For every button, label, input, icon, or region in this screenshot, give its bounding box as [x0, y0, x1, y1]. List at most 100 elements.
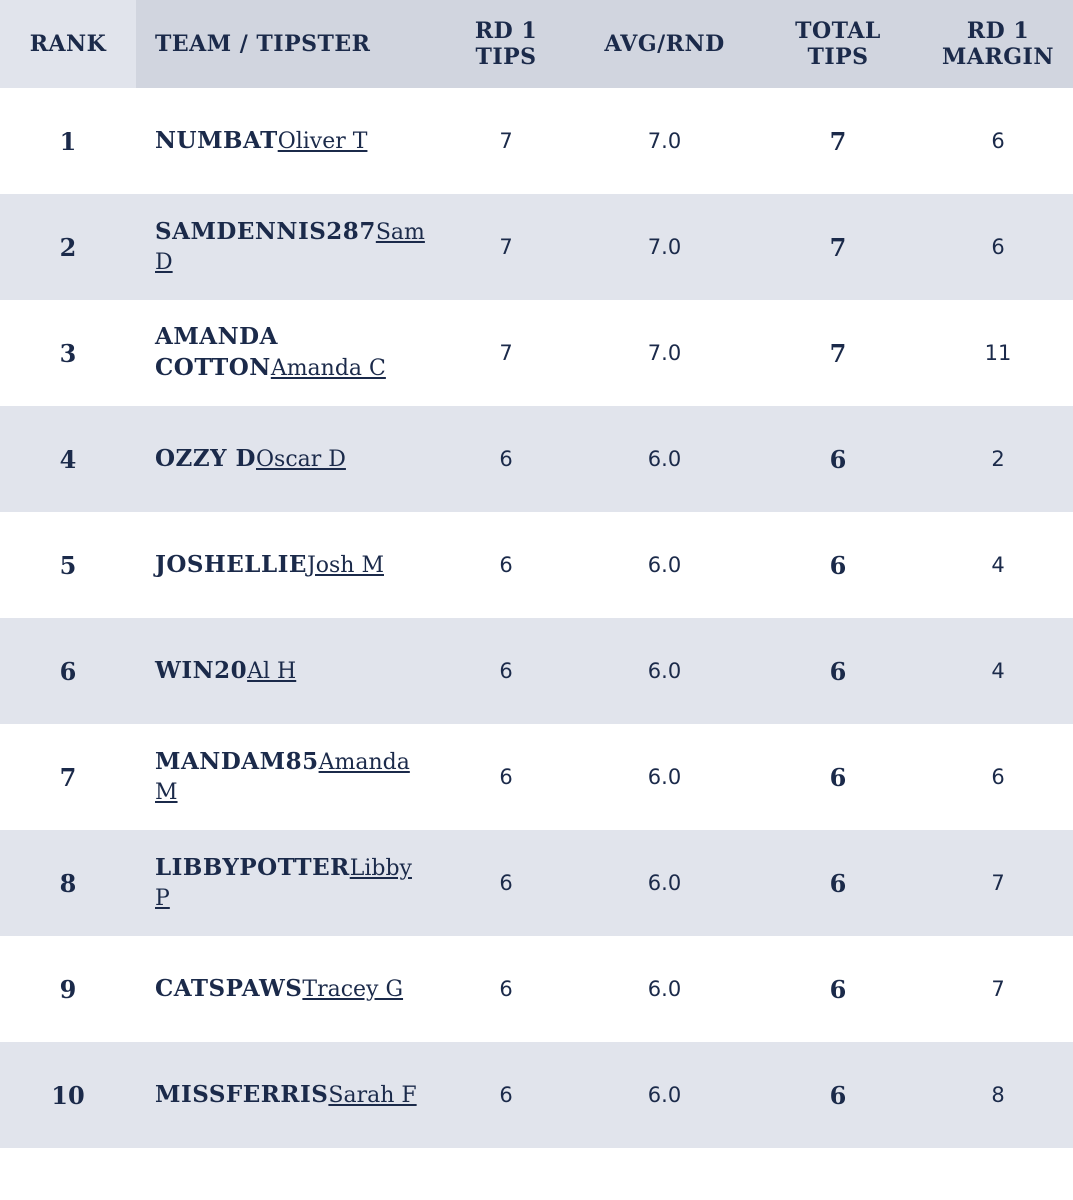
table-row: 4 OZZY DOscar D 6 6.0 6 2: [0, 406, 1073, 512]
tipster-link[interactable]: Oliver T: [277, 128, 368, 154]
team-cell: MANDAM85Amanda M: [136, 724, 436, 830]
total-tips-header-line2: TIPS: [807, 44, 869, 70]
rd1-margin-cell: 7: [923, 936, 1073, 1042]
table-row: 7 MANDAM85Amanda M 6 6.0 6 6: [0, 724, 1073, 830]
rd1-margin-cell: 4: [923, 512, 1073, 618]
rd1-margin-header-line1: RD 1: [966, 18, 1030, 44]
rd1-tips-header-line2: TIPS: [475, 44, 537, 70]
rd1-tips-cell: 6: [436, 618, 576, 724]
total-tips-cell: 6: [753, 1042, 923, 1148]
rank-cell: 10: [0, 1042, 136, 1148]
avg-cell: 6.0: [576, 936, 753, 1042]
avg-cell: 7.0: [576, 88, 753, 194]
total-tips-header-line1: TOTAL: [795, 18, 881, 44]
team-name: CATSPAWS: [155, 974, 303, 1002]
rd1-margin-cell: 6: [923, 724, 1073, 830]
rd1-margin-cell: 8: [923, 1042, 1073, 1148]
total-tips-cell: 7: [753, 300, 923, 406]
table-row: 5 JOSHELLIEJosh M 6 6.0 6 4: [0, 512, 1073, 618]
rank-cell: 4: [0, 406, 136, 512]
avg-header: AVG/RND: [576, 0, 753, 88]
team-cell: AMANDA COTTONAmanda C: [136, 300, 436, 406]
team-name: JOSHELLIE: [155, 550, 307, 578]
rd1-margin-cell: 6: [923, 194, 1073, 300]
rank-cell: 6: [0, 618, 136, 724]
table-row: 1 NUMBATOliver T 7 7.0 7 6: [0, 88, 1073, 194]
table-row: 2 SAMDENNIS287Sam D 7 7.0 7 6: [0, 194, 1073, 300]
rd1-tips-cell: 7: [436, 88, 576, 194]
rd1-tips-cell: 6: [436, 1042, 576, 1148]
team-cell: LIBBYPOTTERLibby P: [136, 830, 436, 936]
total-tips-cell: 6: [753, 618, 923, 724]
tipster-link[interactable]: Amanda C: [270, 356, 386, 381]
rd1-margin-cell: 6: [923, 88, 1073, 194]
rd1-margin-header-line2: MARGIN: [942, 44, 1054, 70]
team-name: MISSFERRIS: [155, 1080, 329, 1108]
team-name: NUMBAT: [155, 126, 278, 154]
rd1-tips-cell: 6: [436, 830, 576, 936]
rank-cell: 7: [0, 724, 136, 830]
rd1-margin-cell: 4: [923, 618, 1073, 724]
tipster-link[interactable]: Al H: [247, 658, 297, 684]
rank-cell: 8: [0, 830, 136, 936]
team-cell: JOSHELLIEJosh M: [136, 512, 436, 618]
leaderboard-table: RANK TEAM / TIPSTER RD 1 TIPS AVG/RND TO…: [0, 0, 1073, 1148]
table-row: 6 WIN20Al H 6 6.0 6 4: [0, 618, 1073, 724]
table-header: RANK TEAM / TIPSTER RD 1 TIPS AVG/RND TO…: [0, 0, 1073, 88]
team-tipster-header: TEAM / TIPSTER: [136, 0, 436, 88]
rd1-margin-cell: 7: [923, 830, 1073, 936]
tipster-link[interactable]: Sam D: [155, 219, 425, 275]
total-tips-header: TOTAL TIPS: [753, 0, 923, 88]
rd1-tips-cell: 7: [436, 194, 576, 300]
tipster-link[interactable]: Amanda M: [155, 749, 410, 805]
rd1-tips-cell: 7: [436, 300, 576, 406]
team-cell: NUMBATOliver T: [136, 88, 436, 194]
rd1-tips-cell: 6: [436, 936, 576, 1042]
rd1-tips-header: RD 1 TIPS: [436, 0, 576, 88]
avg-cell: 6.0: [576, 618, 753, 724]
team-name: AMANDA COTTON: [155, 323, 278, 381]
tipster-link[interactable]: Sarah F: [328, 1082, 417, 1108]
avg-cell: 6.0: [576, 406, 753, 512]
total-tips-cell: 7: [753, 194, 923, 300]
table-row: 3 AMANDA COTTONAmanda C 7 7.0 7 11: [0, 300, 1073, 406]
rd1-margin-cell: 11: [923, 300, 1073, 406]
team-name: LIBBYPOTTER: [155, 853, 350, 881]
header-row: RANK TEAM / TIPSTER RD 1 TIPS AVG/RND TO…: [0, 0, 1073, 88]
table-row: 9 CATSPAWSTracey G 6 6.0 6 7: [0, 936, 1073, 1042]
total-tips-cell: 6: [753, 512, 923, 618]
rd1-margin-header: RD 1 MARGIN: [923, 0, 1073, 88]
team-name: OZZY D: [155, 444, 256, 472]
team-cell: MISSFERRISSarah F: [136, 1042, 436, 1148]
total-tips-cell: 6: [753, 936, 923, 1042]
rd1-tips-cell: 6: [436, 406, 576, 512]
total-tips-cell: 6: [753, 724, 923, 830]
team-cell: SAMDENNIS287Sam D: [136, 194, 436, 300]
tipster-link[interactable]: Libby P: [155, 855, 412, 911]
team-cell: OZZY DOscar D: [136, 406, 436, 512]
rank-header: RANK: [0, 0, 136, 88]
team-cell: WIN20Al H: [136, 618, 436, 724]
rd1-margin-cell: 2: [923, 406, 1073, 512]
rank-cell: 1: [0, 88, 136, 194]
team-name: SAMDENNIS287: [155, 217, 376, 245]
tipster-link[interactable]: Josh M: [306, 552, 384, 578]
rank-cell: 5: [0, 512, 136, 618]
table-row: 10 MISSFERRISSarah F 6 6.0 6 8: [0, 1042, 1073, 1148]
avg-cell: 6.0: [576, 724, 753, 830]
team-name: MANDAM85: [155, 747, 319, 775]
team-name: WIN20: [155, 656, 248, 684]
rank-cell: 9: [0, 936, 136, 1042]
avg-cell: 6.0: [576, 830, 753, 936]
rank-cell: 3: [0, 300, 136, 406]
total-tips-cell: 6: [753, 406, 923, 512]
tipster-link[interactable]: Oscar D: [256, 446, 346, 472]
rd1-tips-cell: 6: [436, 512, 576, 618]
tipster-link[interactable]: Tracey G: [302, 976, 404, 1002]
total-tips-cell: 7: [753, 88, 923, 194]
rd1-tips-cell: 6: [436, 724, 576, 830]
avg-cell: 6.0: [576, 1042, 753, 1148]
rd1-tips-header-line1: RD 1: [474, 18, 538, 44]
avg-cell: 7.0: [576, 194, 753, 300]
